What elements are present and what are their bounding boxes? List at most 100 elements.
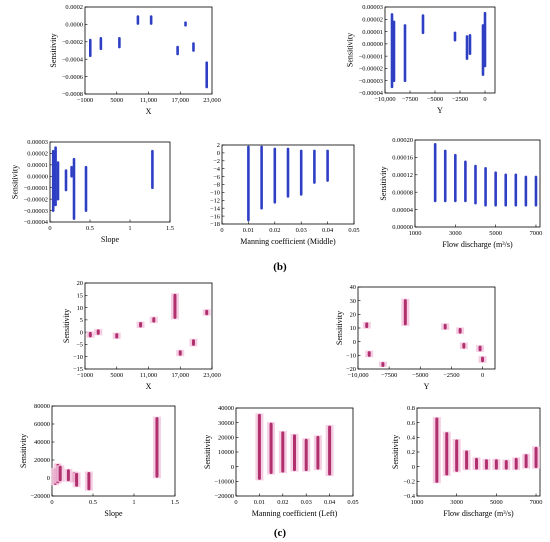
y-tick-label: 0.6 — [407, 420, 415, 427]
x-tick-label: 0.02 — [277, 499, 288, 506]
x-tick-label: 23,000 — [203, 372, 221, 379]
chart-c-y: −10,000 −7500 −5000 −2500 0 −20 −10 0 10 20 30 40 Y S… — [335, 284, 496, 391]
y-tick-label: −8 — [213, 182, 220, 189]
x-tick-label: 17,000 — [171, 97, 189, 104]
x-tick-label: 0.01 — [243, 227, 254, 234]
x-tick-label: 23,000 — [203, 97, 221, 104]
y-tick-label: 0 — [217, 150, 220, 157]
x-tick-label: 17,000 — [171, 372, 189, 379]
x-tick-label: 0.02 — [269, 227, 280, 234]
y-tick-label: 0.2 — [407, 449, 415, 456]
y-tick-label: −10 — [346, 353, 356, 360]
y-axis-label: Sensitivity — [379, 166, 388, 200]
y-tick-label: 10 — [77, 305, 83, 312]
y-tick-label: 0.00000 — [392, 224, 413, 231]
y-tick-label: −4 — [213, 166, 221, 173]
x-tick-label: −2500 — [443, 372, 459, 379]
y-tick-label: 20000 — [34, 457, 50, 464]
x-tick-label: 0.5 — [89, 499, 97, 506]
x-axis-label: Slope — [104, 509, 123, 518]
x-tick-label: 1 — [132, 499, 135, 506]
x-tick-label: 5000 — [110, 97, 123, 104]
x-axis-label: Y — [437, 106, 443, 115]
y-tick-label: 0.00003 — [27, 139, 48, 146]
y-axis-label: Sensitivity — [49, 33, 58, 67]
y-tick-label: 60000 — [34, 421, 50, 428]
x-tick-label: 11,000 — [140, 97, 157, 104]
y-tick-label: −0.00001 — [359, 53, 383, 60]
x-tick-label: 5000 — [110, 372, 123, 379]
chart-c-slope: 0 0.5 1 1.5−20000020000400006000080000Slope… — [19, 403, 179, 518]
y-tick-label: 0.00003 — [362, 4, 383, 11]
x-tick-label: 0 — [48, 225, 51, 232]
panel-label-b: (b) — [273, 261, 287, 273]
y-tick-label: 15 — [77, 292, 83, 299]
x-axis-label: Manning coefficient (Left) — [252, 509, 338, 518]
x-axis-label: X — [146, 107, 152, 116]
y-tick-label: 0.00001 — [362, 29, 383, 36]
chart-c-x: −1000 5000 11,000 17,000 23,000 −15 −10 −5 0 5 10 1… — [62, 280, 221, 391]
y-tick-label: −0.0008 — [62, 91, 83, 98]
x-tick-label: 0 — [50, 499, 53, 506]
y-tick-label: 0 — [231, 464, 234, 471]
y-tick-label: −10 — [73, 354, 83, 361]
x-axis-label: Y — [424, 382, 430, 391]
x-axis-label: Slope — [101, 235, 120, 244]
y-tick-label: 0 — [412, 464, 415, 471]
x-tick-label: 0 — [483, 96, 486, 103]
y-tick-label: 0.00000 — [27, 173, 48, 180]
y-tick-label: 20 — [350, 312, 356, 319]
chart-b-manning-middle: 0 0.01 0.02 0.03 0.04 0.05 −18−16−14−12−10−8−6… — [210, 142, 360, 246]
x-tick-label: 0.01 — [254, 499, 265, 506]
y-tick-label: 0.4 — [407, 435, 416, 442]
y-tick-label: 40000 — [218, 405, 234, 412]
x-tick-label: −10,000 — [347, 372, 368, 379]
y-tick-label: 20000 — [218, 435, 234, 442]
y-tick-label: −16 — [210, 213, 220, 220]
x-tick-label: 1000 — [409, 230, 422, 237]
y-tick-label: −0.0006 — [62, 74, 83, 81]
x-tick-label: 3000 — [449, 230, 462, 237]
y-tick-label: 0.00002 — [362, 16, 383, 23]
y-tick-label: 30 — [350, 298, 356, 305]
x-tick-label: −7500 — [381, 372, 397, 379]
y-tick-label: −6 — [213, 174, 220, 181]
y-tick-label: −0.00001 — [24, 185, 48, 192]
x-tick-label: −7500 — [402, 96, 418, 103]
x-tick-label: 1.5 — [171, 499, 179, 506]
y-axis-label: Sensitivity — [203, 435, 212, 469]
chart-c-manning-left: 0 0.01 0.02 0.03 0.04 0.05 −20000 −10000 0 10000 2… — [203, 405, 358, 518]
y-axis-label: Sensitivity — [11, 165, 20, 199]
plot-frame — [357, 286, 496, 370]
x-tick-label: 7000 — [530, 499, 543, 506]
x-axis-label: Flow discharge (m³/s) — [442, 240, 513, 249]
y-tick-label: −0.0004 — [62, 56, 84, 63]
y-tick-label: 0.00008 — [392, 189, 413, 196]
x-tick-label: 0.03 — [296, 227, 307, 234]
x-tick-label: 0.5 — [86, 225, 94, 232]
y-tick-label: −15 — [73, 366, 83, 373]
x-tick-label: 11,000 — [140, 372, 157, 379]
y-tick-label: 0.8 — [407, 405, 415, 412]
y-tick-label: 5 — [80, 317, 83, 324]
y-tick-label: 0.00001 — [27, 162, 48, 169]
y-tick-label: 80000 — [34, 403, 50, 410]
x-tick-label: −5000 — [427, 96, 443, 103]
x-tick-label: 0 — [220, 227, 223, 234]
y-tick-label: −0.4 — [403, 493, 415, 500]
y-tick-label: −10 — [210, 190, 220, 197]
y-tick-label: −14 — [210, 205, 221, 212]
y-tick-label: 0.00004 — [392, 207, 414, 214]
y-tick-label: 0.0000 — [65, 22, 83, 29]
plot-frame — [84, 282, 213, 370]
y-tick-label: 10000 — [218, 449, 234, 456]
y-tick-label: 0.00002 — [27, 151, 48, 158]
x-axis-label: Flow discharge (m³/s) — [443, 509, 514, 518]
chart-b-y: −10,000 −7500 −5000 −2500 0 −0.00004 −0.00003 −… — [346, 4, 496, 115]
x-tick-label: 0.05 — [348, 227, 359, 234]
y-tick-label: −0.00003 — [359, 78, 383, 85]
x-tick-label: −1000 — [77, 372, 93, 379]
y-tick-label: −0.00003 — [24, 208, 48, 215]
x-axis-label: X — [146, 382, 152, 391]
y-tick-label: −20000 — [214, 493, 234, 500]
